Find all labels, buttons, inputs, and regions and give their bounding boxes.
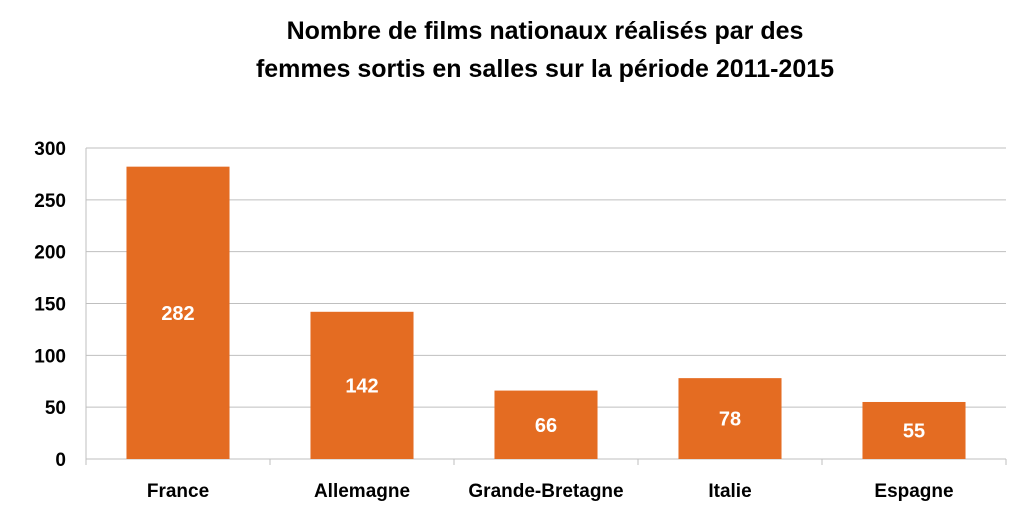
data-label-france: 282 [161,303,194,325]
bar-allemagne [310,311,414,459]
category-label-france: France [147,481,209,502]
category-label-italie: Italie [708,481,751,502]
data-label-espagne: 55 [903,420,925,442]
y-tick-label-150: 150 [34,295,66,316]
y-tick-label-300: 300 [34,139,66,160]
bar-grande-bretagne [494,390,598,459]
data-label-grande-bretagne: 66 [535,415,557,437]
bar-italie [678,378,782,459]
y-tick-label-200: 200 [34,243,66,264]
chart-title-line-2: femmes sortis en salles sur la période 2… [255,55,835,83]
category-label-grande-bretagne: Grande-Bretagne [468,481,623,502]
bar-espagne [862,401,966,459]
y-tick-label-50: 50 [45,398,66,419]
category-label-allemagne: Allemagne [314,481,410,502]
chart-title: Nombre de films nationaux réalisés par d… [200,12,890,88]
category-label-espagne: Espagne [874,481,953,502]
data-label-italie: 78 [719,409,741,431]
y-tick-label-0: 0 [55,450,66,471]
data-label-allemagne: 142 [345,375,378,397]
y-tick-label-250: 250 [34,191,66,212]
bar-france [126,166,230,459]
chart-title-line-1: Nombre de films nationaux réalisés par d… [286,17,804,45]
y-tick-label-100: 100 [34,346,66,367]
